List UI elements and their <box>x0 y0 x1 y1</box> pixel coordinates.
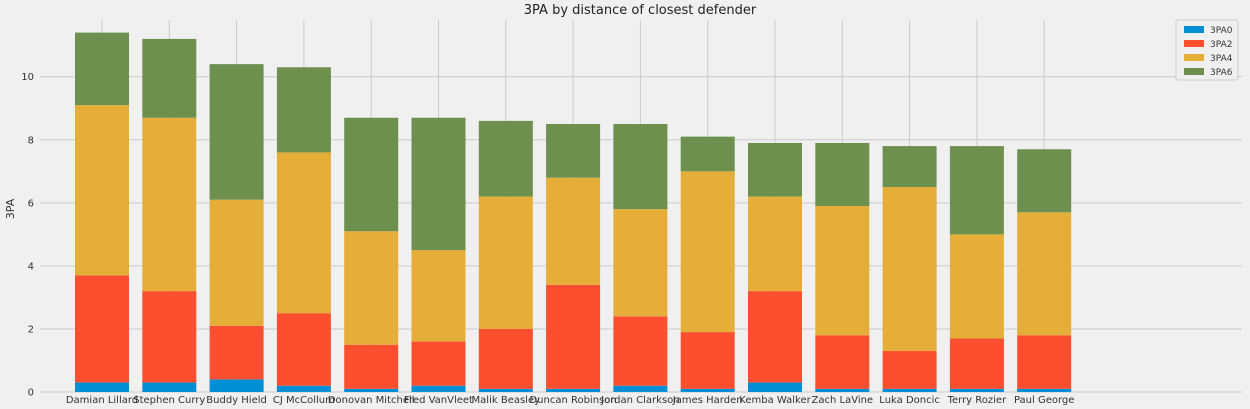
bar-segment <box>478 388 533 392</box>
bar-segment <box>949 146 1004 235</box>
x-tick-label: Stephen Curry <box>133 395 205 406</box>
y-axis-label: 3PA <box>4 198 17 219</box>
bar-segment <box>949 234 1004 339</box>
bar-segment <box>478 196 533 329</box>
bar-segment <box>1017 388 1072 392</box>
bar-segment <box>949 388 1004 392</box>
bar-segment <box>142 382 197 392</box>
bar-segment <box>276 67 331 153</box>
y-tick-label: 4 <box>28 261 34 272</box>
bar-segment <box>882 388 937 392</box>
bar-segment <box>75 382 129 392</box>
bar-segment <box>478 328 533 389</box>
bar-segment <box>815 388 870 392</box>
bar-segment <box>882 351 937 389</box>
bar-segment <box>209 379 264 392</box>
bar-segment <box>344 388 399 392</box>
bar-segment <box>748 291 802 383</box>
legend-label: 3PA4 <box>1210 54 1233 64</box>
x-tick-label: Donovan Mitchell <box>328 395 415 406</box>
y-tick-label: 0 <box>28 388 34 399</box>
bar-segment <box>613 316 668 386</box>
bar-segment <box>748 196 802 292</box>
x-tick-label: Terry Rozier <box>947 395 1008 406</box>
y-tick-label: 6 <box>28 198 34 209</box>
y-ticks: 0 2 4 6 8 10 <box>21 72 34 398</box>
bar-segment <box>882 146 937 188</box>
x-tick-label: Luka Doncic <box>879 395 940 406</box>
bar-segment <box>748 382 802 392</box>
x-tick-label: Fred VanVleet <box>404 395 473 406</box>
y-tick-label: 10 <box>21 72 34 83</box>
bar-segment <box>75 105 129 276</box>
legend: 3PA0 3PA2 3PA4 3PA6 <box>1175 19 1239 81</box>
bar-segment <box>75 275 129 383</box>
bar-segment <box>613 124 668 210</box>
bar-segment <box>478 120 533 197</box>
bar-segment <box>680 136 735 172</box>
bar-segment <box>680 388 735 392</box>
bar-segment <box>1017 149 1072 213</box>
bar-segment <box>613 209 668 317</box>
bar-segment <box>344 231 399 345</box>
y-tick-label: 2 <box>28 324 34 335</box>
bar-segment <box>344 344 399 389</box>
bar-segment <box>815 335 870 389</box>
bar-segment <box>142 291 197 383</box>
bars-group <box>75 32 1072 392</box>
y-tick-label: 8 <box>28 135 34 146</box>
bar-segment <box>882 187 937 352</box>
x-tick-label: Duncan Robinson <box>529 395 616 406</box>
bar-segment <box>1017 212 1072 336</box>
bar-segment <box>344 117 399 232</box>
legend-label: 3PA2 <box>1210 40 1232 50</box>
x-tick-label: Buddy Hield <box>206 395 267 406</box>
bar-segment <box>142 117 197 292</box>
bar-segment <box>209 64 264 200</box>
x-tick-label: James Harden <box>672 395 743 406</box>
bar-segment <box>276 385 331 392</box>
bar-segment <box>276 313 331 386</box>
legend-box <box>1175 19 1239 81</box>
chart-title: 3PA by distance of closest defender <box>524 3 757 18</box>
bar-segment <box>546 284 601 389</box>
legend-swatch <box>1184 54 1204 61</box>
bar-segment <box>815 206 870 336</box>
legend-swatch <box>1184 68 1204 75</box>
x-tick-label: Jordan Clarkson <box>600 395 679 406</box>
bar-segment <box>815 142 870 206</box>
x-tick-label: Damian Lillard <box>66 395 138 406</box>
legend-swatch <box>1184 40 1204 47</box>
bar-segment <box>1017 335 1072 389</box>
legend-label: 3PA0 <box>1210 26 1233 36</box>
bar-segment <box>411 117 466 251</box>
bar-segment <box>680 332 735 389</box>
bar-segment <box>142 38 197 118</box>
bar-segment <box>949 338 1004 389</box>
bar-segment <box>411 385 466 392</box>
bar-segment <box>411 341 466 386</box>
bar-segment <box>680 171 735 333</box>
bar-segment <box>209 199 264 326</box>
bar-segment <box>748 142 802 197</box>
legend-swatch <box>1184 26 1204 33</box>
bar-segment <box>75 32 129 106</box>
bar-segment <box>411 250 466 342</box>
legend-label: 3PA6 <box>1210 68 1233 78</box>
x-tick-label: CJ McCollum <box>273 395 335 406</box>
bar-segment <box>276 152 331 314</box>
x-tick-label: Malik Beasley <box>472 395 541 406</box>
bar-segment <box>209 325 264 380</box>
bar-segment <box>613 385 668 392</box>
x-tick-label: Zach LaVine <box>812 395 874 406</box>
bar-segment <box>546 388 601 392</box>
x-tick-label: Kemba Walker <box>739 395 811 406</box>
bar-segment <box>546 177 601 285</box>
x-tick-label: Paul George <box>1014 395 1074 406</box>
bar-segment <box>546 124 601 178</box>
